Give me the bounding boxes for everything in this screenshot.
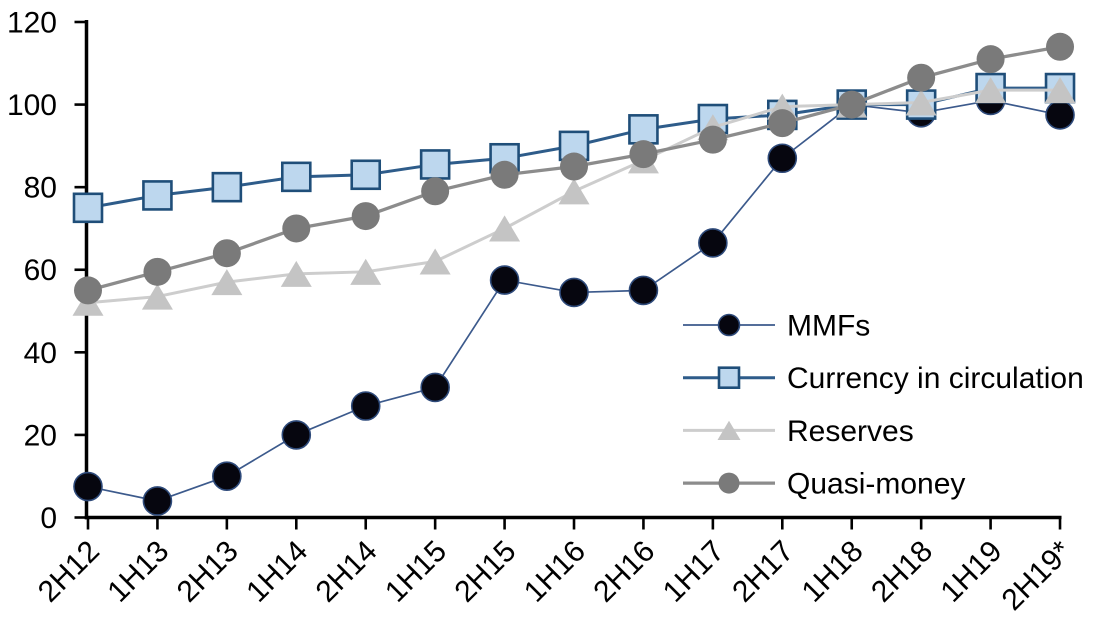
- x-tick-label: 1H14: [240, 535, 314, 609]
- data-point-marker-currency-in-circulation: [142, 180, 173, 211]
- data-point-marker-quasi-money: [976, 45, 1005, 74]
- y-tick-label: 120: [7, 6, 57, 39]
- data-point-marker-reserves: [280, 260, 312, 287]
- x-tick-label: 1H17: [657, 535, 731, 609]
- data-point-marker-quasi-money: [768, 109, 797, 138]
- x-tick-label: 2H17: [726, 535, 800, 609]
- legend-label: Reserves: [787, 415, 914, 448]
- data-point-marker-quasi-money: [1046, 32, 1075, 61]
- legend-item-quasi-money: Quasi-money: [683, 468, 965, 501]
- data-point-marker-quasi-money: [421, 177, 450, 206]
- x-tick-label: 1H15: [379, 535, 453, 609]
- x-tick-label: 1H16: [518, 535, 592, 609]
- data-point-marker-currency-in-circulation: [628, 114, 659, 145]
- y-tick-label: 80: [24, 172, 57, 205]
- data-point-marker-reserves: [419, 248, 451, 275]
- data-point-marker-reserves: [975, 77, 1007, 104]
- x-tick-label: 2H14: [310, 535, 384, 609]
- legend-label: Quasi-money: [787, 468, 965, 501]
- data-point-marker-mmfs: [559, 277, 589, 308]
- data-point-marker-quasi-money: [143, 257, 172, 286]
- data-point-marker-currency-in-circulation: [72, 192, 104, 224]
- data-point-marker-quasi-money: [74, 276, 102, 305]
- data-point-marker-quasi-money: [698, 125, 727, 154]
- data-point-marker-mmfs: [142, 486, 173, 516]
- y-tick-label: 20: [24, 419, 57, 452]
- legend: MMFs Currency in circulation Reserves Quasi…: [683, 310, 1084, 501]
- legend-marker-circle-icon: [718, 472, 740, 494]
- data-point-marker-reserves: [489, 215, 521, 242]
- legend-marker-square-icon: [717, 366, 741, 390]
- x-tick-label: 2H12: [32, 535, 106, 609]
- data-point-marker-mmfs: [628, 275, 659, 306]
- legend-marker-triangle-icon: [717, 420, 741, 441]
- data-point-marker-currency-in-circulation: [419, 149, 451, 180]
- data-point-marker-quasi-money: [907, 63, 936, 92]
- x-tick-label: 2H15: [448, 535, 522, 609]
- data-point-marker-mmfs: [212, 461, 242, 492]
- legend-item-reserves: Reserves: [683, 415, 914, 448]
- data-point-marker-quasi-money: [560, 152, 589, 181]
- data-point-marker-reserves: [141, 283, 173, 310]
- data-point-marker-quasi-money: [629, 140, 658, 169]
- data-point-marker-quasi-money: [837, 90, 866, 119]
- data-point-marker-quasi-money: [490, 160, 519, 189]
- legend-item-mmfs: MMFs: [683, 310, 870, 343]
- y-axis-labels: 0 20 40 60 80 100 120: [7, 6, 57, 535]
- x-tick-label: 2H16: [587, 535, 661, 609]
- data-point-marker-quasi-money: [212, 239, 241, 268]
- y-tick-label: 100: [7, 89, 57, 122]
- data-point-marker-currency-in-circulation: [350, 159, 382, 191]
- data-point-marker-reserves: [1044, 77, 1076, 104]
- data-point-marker-currency-in-circulation: [280, 161, 312, 193]
- data-point-marker-reserves: [350, 258, 382, 285]
- legend-label: MMFs: [787, 310, 870, 343]
- legend-marker-circle-icon: [717, 313, 741, 337]
- axes: [74, 20, 1062, 530]
- legend-item-currency-in-circulation: Currency in circulation: [683, 362, 1084, 395]
- data-point-marker-mmfs: [767, 143, 798, 174]
- x-tick-label: 1H19: [934, 535, 1008, 609]
- data-point-marker-mmfs: [489, 265, 520, 295]
- legend-label: Currency in circulation: [787, 362, 1084, 395]
- data-point-marker-quasi-money: [282, 214, 311, 243]
- y-tick-label: 0: [40, 502, 57, 535]
- series-quasi-money: [74, 32, 1075, 305]
- y-tick-label: 40: [24, 337, 57, 370]
- data-point-marker-reserves: [905, 89, 937, 116]
- x-tick-label: 2H18: [865, 535, 939, 609]
- x-axis-labels: 2H121H132H131H142H141H152H151H162H161H17…: [32, 534, 1078, 617]
- data-point-marker-quasi-money: [351, 202, 380, 231]
- series-mmfs: [73, 85, 1075, 516]
- x-tick-label: 1H18: [796, 535, 870, 609]
- data-point-marker-mmfs: [350, 391, 381, 421]
- y-tick-label: 60: [24, 254, 57, 287]
- data-point-marker-currency-in-circulation: [211, 171, 243, 203]
- x-tick-label: 1H13: [101, 535, 175, 609]
- data-point-marker-mmfs: [73, 471, 103, 502]
- x-tick-label: 2H13: [171, 535, 245, 609]
- data-point-marker-mmfs: [420, 372, 450, 403]
- data-point-marker-reserves: [211, 269, 243, 296]
- x-tick-label: 2H19*: [996, 534, 1079, 617]
- data-point-marker-mmfs: [698, 228, 728, 258]
- data-point-marker-mmfs: [1045, 100, 1075, 130]
- data-point-marker-reserves: [558, 178, 590, 205]
- data-point-marker-mmfs: [281, 420, 312, 450]
